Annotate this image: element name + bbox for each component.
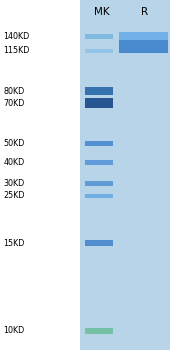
Text: MK: MK	[94, 7, 110, 17]
Text: 30KD: 30KD	[3, 179, 25, 188]
Bar	[119, 40, 168, 53]
Bar	[80, 0, 170, 350]
Bar	[85, 194, 113, 198]
Text: 10KD: 10KD	[3, 326, 25, 335]
Bar	[85, 141, 113, 146]
Text: 70KD: 70KD	[3, 99, 25, 108]
Text: 140KD: 140KD	[3, 32, 30, 41]
Text: 40KD: 40KD	[3, 158, 25, 167]
Text: 15KD: 15KD	[3, 239, 25, 248]
Text: 115KD: 115KD	[3, 46, 30, 55]
Bar	[85, 87, 113, 95]
Bar	[85, 160, 113, 165]
Text: 80KD: 80KD	[3, 86, 25, 96]
Bar	[119, 32, 168, 40]
Bar	[85, 181, 113, 186]
Bar	[85, 240, 113, 246]
Bar	[85, 34, 113, 39]
Text: 25KD: 25KD	[3, 191, 25, 201]
Bar	[85, 328, 113, 334]
Text: 50KD: 50KD	[3, 139, 25, 148]
Bar	[85, 98, 113, 108]
Text: R: R	[141, 7, 148, 17]
Bar	[85, 49, 113, 53]
